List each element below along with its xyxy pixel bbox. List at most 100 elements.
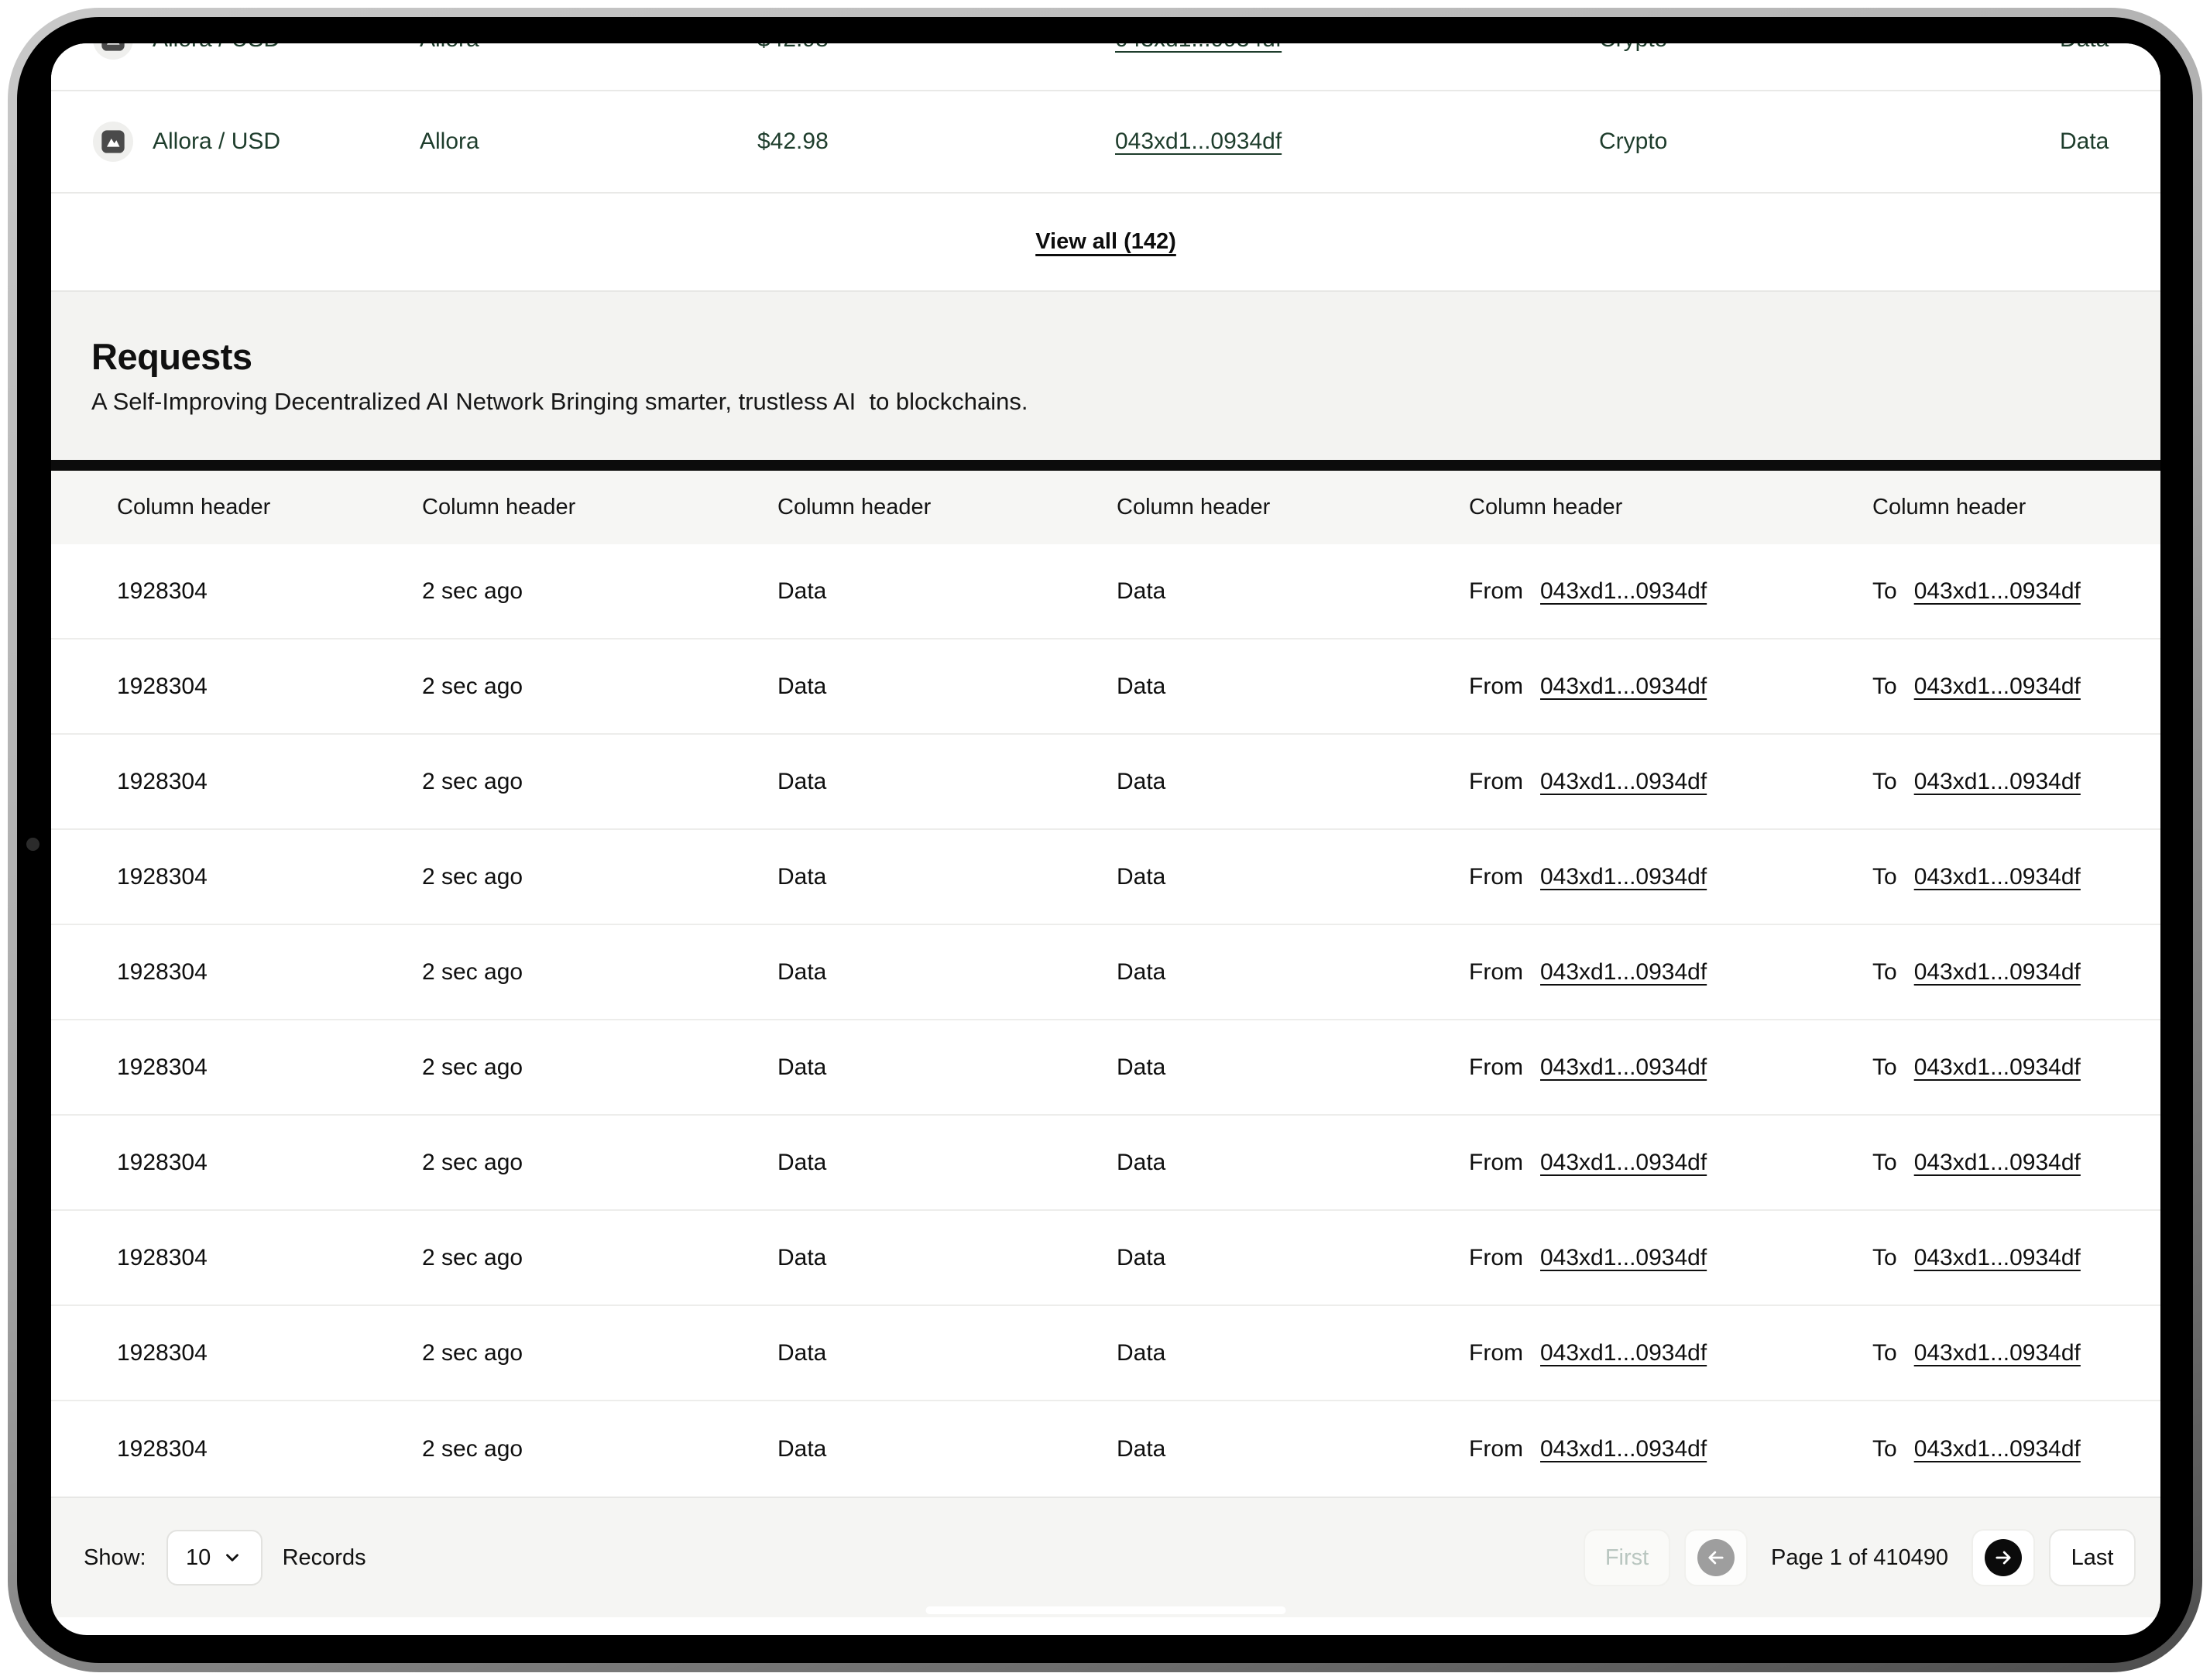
request-id: 1928304 [117, 863, 208, 890]
table-row: 1928304 2 sec ago Data Data From 043xd1.… [51, 639, 2160, 735]
to-label: To [1872, 863, 1897, 890]
from-address-link[interactable]: 043xd1...0934df [1540, 1244, 1707, 1270]
market-pair: Allora / USD [153, 129, 281, 154]
page-status: Page 1 of 410490 [1771, 1545, 1948, 1570]
column-header: Column header [422, 495, 576, 519]
request-id: 1928304 [117, 768, 208, 794]
from-label: From [1469, 1244, 1523, 1270]
table-row: 1928304 2 sec ago Data Data From 043xd1.… [51, 925, 2160, 1020]
from-label: From [1469, 768, 1523, 794]
to-label: To [1872, 1244, 1897, 1270]
market-pair: Allora / USD [153, 43, 280, 53]
request-data-2: Data [1117, 673, 1166, 699]
request-data-1: Data [777, 958, 827, 985]
request-age: 2 sec ago [422, 1339, 523, 1366]
from-address-link[interactable]: 043xd1...0934df [1540, 673, 1707, 699]
to-label: To [1872, 673, 1897, 699]
table-row: 1928304 2 sec ago Data Data From 043xd1.… [51, 1401, 2160, 1497]
market-category: Crypto [1599, 43, 2060, 53]
to-label: To [1872, 1339, 1897, 1366]
request-age: 2 sec ago [422, 578, 523, 604]
request-age: 2 sec ago [422, 1054, 523, 1080]
request-data-2: Data [1117, 1244, 1166, 1270]
to-address-link[interactable]: 043xd1...0934df [1913, 1244, 2081, 1270]
request-data-1: Data [777, 578, 827, 604]
request-data-2: Data [1117, 863, 1166, 890]
request-data-2: Data [1117, 1054, 1166, 1080]
market-address-link[interactable]: 043xd1...0934df [1115, 129, 1282, 154]
request-data-1: Data [777, 863, 827, 890]
request-data-1: Data [777, 1339, 827, 1366]
from-address-link[interactable]: 043xd1...0934df [1540, 578, 1707, 604]
column-header: Column header [777, 495, 932, 519]
first-page-button[interactable]: First [1584, 1529, 1671, 1586]
request-data-1: Data [777, 1149, 827, 1175]
from-address-link[interactable]: 043xd1...0934df [1540, 958, 1707, 985]
column-header: Column header [1469, 495, 1623, 519]
request-data-1: Data [777, 1054, 827, 1080]
last-page-button[interactable]: Last [2049, 1529, 2136, 1586]
requests-table: 1928304 2 sec ago Data Data From 043xd1.… [51, 544, 2160, 1497]
to-label: To [1872, 1054, 1897, 1080]
market-row: Allora / USD Allora $42.98 043xd1...0934… [51, 43, 2160, 91]
home-indicator[interactable] [925, 1606, 1286, 1614]
market-category: Crypto [1599, 129, 1668, 154]
table-footer: Show: 10 Records First Page 1 of 410490 … [51, 1497, 2160, 1617]
requests-header: Requests A Self-Improving Decentralized … [51, 292, 2160, 460]
table-row: 1928304 2 sec ago Data Data From 043xd1.… [51, 1020, 2160, 1116]
request-age: 2 sec ago [422, 768, 523, 794]
from-label: From [1469, 863, 1523, 890]
from-label: From [1469, 1054, 1523, 1080]
from-address-link[interactable]: 043xd1...0934df [1540, 768, 1707, 794]
request-data-2: Data [1117, 578, 1166, 604]
to-label: To [1872, 768, 1897, 794]
request-age: 2 sec ago [422, 1435, 523, 1462]
to-address-link[interactable]: 043xd1...0934df [1913, 1054, 2081, 1080]
request-id: 1928304 [117, 1435, 208, 1462]
to-address-link[interactable]: 043xd1...0934df [1913, 863, 2081, 890]
next-page-button[interactable] [1971, 1529, 2035, 1586]
request-data-2: Data [1117, 1339, 1166, 1366]
from-label: From [1469, 958, 1523, 985]
page-size-select[interactable]: 10 [166, 1530, 263, 1586]
request-data-2: Data [1117, 958, 1166, 985]
column-header: Column header [1872, 495, 2026, 519]
request-data-1: Data [777, 1435, 827, 1462]
to-address-link[interactable]: 043xd1...0934df [1913, 578, 2081, 604]
show-label: Show: [84, 1545, 146, 1570]
page-size-value: 10 [185, 1545, 211, 1570]
to-address-link[interactable]: 043xd1...0934df [1913, 1149, 2081, 1175]
page-title: Requests [91, 336, 252, 377]
request-age: 2 sec ago [422, 958, 523, 985]
market-type: Data [2060, 129, 2109, 154]
view-all-link[interactable]: View all (142) [1035, 229, 1176, 254]
front-camera [26, 838, 39, 851]
table-row: 1928304 2 sec ago Data Data From 043xd1.… [51, 735, 2160, 830]
to-label: To [1872, 578, 1897, 604]
from-address-link[interactable]: 043xd1...0934df [1540, 1149, 1707, 1175]
section-divider [51, 460, 2160, 471]
market-price: $42.98 [757, 129, 829, 154]
request-age: 2 sec ago [422, 863, 523, 890]
from-address-link[interactable]: 043xd1...0934df [1540, 863, 1707, 890]
to-label: To [1872, 1149, 1897, 1175]
from-address-link[interactable]: 043xd1...0934df [1540, 1435, 1707, 1462]
request-data-2: Data [1117, 1435, 1166, 1462]
request-data-2: Data [1117, 1149, 1166, 1175]
to-address-link[interactable]: 043xd1...0934df [1913, 673, 2081, 699]
from-address-link[interactable]: 043xd1...0934df [1540, 1054, 1707, 1080]
request-data-2: Data [1117, 768, 1166, 794]
from-label: From [1469, 673, 1523, 699]
to-address-link[interactable]: 043xd1...0934df [1913, 1435, 2081, 1462]
view-all-row: View all (142) [51, 194, 2160, 292]
to-address-link[interactable]: 043xd1...0934df [1913, 958, 2081, 985]
requests-table-header: Column header Column header Column header C… [51, 471, 2160, 544]
to-label: To [1872, 958, 1897, 985]
to-address-link[interactable]: 043xd1...0934df [1913, 1339, 2081, 1366]
to-address-link[interactable]: 043xd1...0934df [1913, 768, 2081, 794]
market-name: Allora [420, 43, 757, 53]
from-label: From [1469, 578, 1523, 604]
previous-page-button[interactable] [1684, 1529, 1748, 1586]
from-address-link[interactable]: 043xd1...0934df [1540, 1339, 1707, 1366]
market-address-link[interactable]: 043xd1...0934df [1115, 43, 1282, 52]
